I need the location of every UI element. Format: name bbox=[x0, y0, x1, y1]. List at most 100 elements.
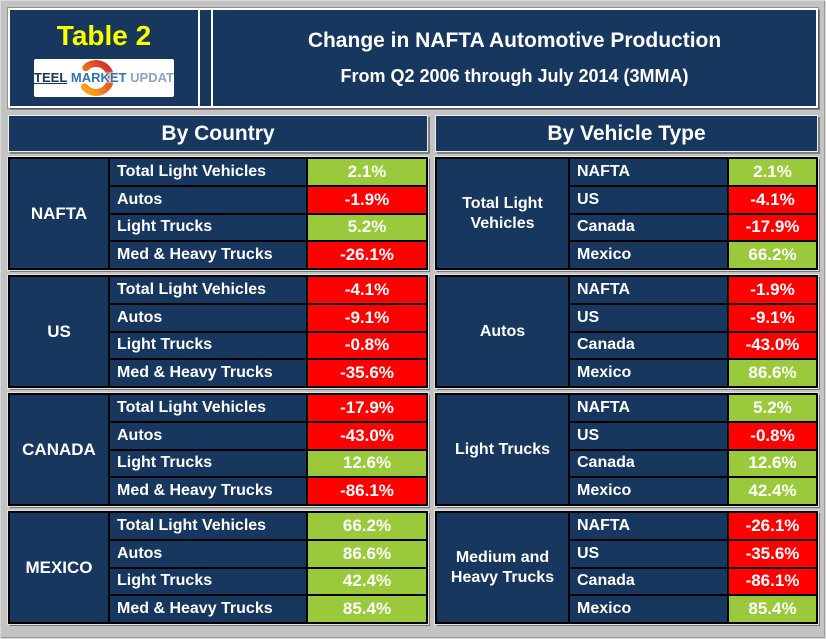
group-rows: NAFTA -26.1% US -35.6% Canada -86.1% Mex… bbox=[570, 513, 816, 622]
table-row: NAFTA -1.9% bbox=[570, 277, 816, 303]
title-box: Change in NAFTA Automotive Production Fr… bbox=[213, 10, 816, 106]
row-label: Light Trucks bbox=[117, 218, 213, 236]
row-label: Canada bbox=[577, 454, 635, 472]
table-row: Canada -17.9% bbox=[570, 212, 816, 241]
row-label: US bbox=[577, 308, 600, 326]
row-label: Canada bbox=[577, 336, 635, 354]
table-group: Total Light Vehicles NAFTA 2.1% US -4.1%… bbox=[434, 156, 819, 271]
table-row: Med & Heavy Trucks -35.6% bbox=[110, 358, 426, 386]
row-label: Autos bbox=[117, 426, 163, 444]
row-value-cell: 85.4% bbox=[727, 596, 816, 622]
row-value-cell: -43.0% bbox=[727, 332, 816, 359]
group-rows: NAFTA 5.2% US -0.8% Canada 12.6% Mexico … bbox=[570, 395, 816, 504]
table-label: Table 2 bbox=[56, 19, 152, 51]
table-row: Total Light Vehicles 2.1% bbox=[110, 159, 426, 185]
row-label: Total Light Vehicles bbox=[117, 162, 267, 180]
row-value-cell: -35.6% bbox=[727, 540, 816, 567]
steel-market-update-logo: STEEL MARKET UPDATE bbox=[34, 58, 174, 97]
header-divider bbox=[200, 10, 213, 106]
row-value-cell: -17.9% bbox=[727, 214, 816, 241]
row-value-cell: -86.1% bbox=[727, 568, 816, 595]
row-label: Mexico bbox=[577, 364, 632, 382]
logo-text: STEEL MARKET UPDATE bbox=[34, 70, 174, 85]
table-row: Autos -9.1% bbox=[110, 302, 426, 331]
row-value-cell: -86.1% bbox=[306, 478, 426, 504]
row-label: Canada bbox=[577, 572, 635, 590]
table-row: Total Light Vehicles -4.1% bbox=[110, 277, 426, 303]
group-label: Medium and Heavy Trucks bbox=[437, 513, 570, 622]
row-label: Total Light Vehicles bbox=[117, 516, 267, 534]
group-label: MEXICO bbox=[10, 513, 110, 622]
table-row: Light Trucks 12.6% bbox=[110, 448, 426, 477]
row-value-cell: -9.1% bbox=[727, 304, 816, 331]
row-value-cell: 42.4% bbox=[727, 478, 816, 504]
row-value-cell: 66.2% bbox=[727, 242, 816, 268]
row-value-cell: -4.1% bbox=[306, 277, 426, 303]
by-vehicle-type-groups: Total Light Vehicles NAFTA 2.1% US -4.1%… bbox=[434, 156, 819, 625]
table-row: Med & Heavy Trucks 85.4% bbox=[110, 594, 426, 622]
group-label: Autos bbox=[437, 277, 570, 386]
table-row: NAFTA 2.1% bbox=[570, 159, 816, 185]
row-value-cell: -26.1% bbox=[727, 513, 816, 539]
table-row: Autos -43.0% bbox=[110, 420, 426, 449]
row-label: Med & Heavy Trucks bbox=[117, 482, 273, 500]
logo-word-update: UPDATE bbox=[130, 70, 174, 85]
table-row: NAFTA -26.1% bbox=[570, 513, 816, 539]
row-label: NAFTA bbox=[577, 516, 631, 534]
table-row: Light Trucks 42.4% bbox=[110, 566, 426, 595]
row-label: Mexico bbox=[577, 600, 632, 618]
table-row: Med & Heavy Trucks -86.1% bbox=[110, 476, 426, 504]
row-label: Total Light Vehicles bbox=[117, 398, 267, 416]
row-label: Mexico bbox=[577, 246, 632, 264]
table-row: US -9.1% bbox=[570, 302, 816, 331]
row-label: Canada bbox=[577, 218, 635, 236]
table-row: NAFTA 5.2% bbox=[570, 395, 816, 421]
page-subtitle: From Q2 2006 through July 2014 (3MMA) bbox=[340, 66, 689, 86]
by-country-header: By Country bbox=[8, 115, 428, 152]
group-rows: Total Light Vehicles 66.2% Autos 86.6% L… bbox=[110, 513, 426, 622]
table-row: Med & Heavy Trucks -26.1% bbox=[110, 240, 426, 268]
row-value-cell: 66.2% bbox=[306, 513, 426, 539]
row-label: US bbox=[577, 544, 600, 562]
table-group: Light Trucks NAFTA 5.2% US -0.8% Canada … bbox=[434, 392, 819, 507]
row-label: Autos bbox=[117, 544, 163, 562]
page-title: Change in NAFTA Automotive Production bbox=[307, 29, 722, 52]
table-row: Autos 86.6% bbox=[110, 538, 426, 567]
table-row: Canada -43.0% bbox=[570, 330, 816, 359]
table-row: Light Trucks -0.8% bbox=[110, 330, 426, 359]
table-label-box: Table 2 STEEL MARKET UPDATE bbox=[10, 10, 200, 106]
row-value-cell: 86.6% bbox=[306, 540, 426, 567]
row-value-cell: -4.1% bbox=[727, 186, 816, 213]
group-rows: NAFTA -1.9% US -9.1% Canada -43.0% Mexic… bbox=[570, 277, 816, 386]
table-row: Total Light Vehicles 66.2% bbox=[110, 513, 426, 539]
group-label: Light Trucks bbox=[437, 395, 570, 504]
logo-swoosh-icon bbox=[78, 59, 114, 96]
table-row: Mexico 42.4% bbox=[570, 476, 816, 504]
by-country-section: By Country NAFTA Total Light Vehicles 2.… bbox=[7, 115, 429, 625]
table-row: Total Light Vehicles -17.9% bbox=[110, 395, 426, 421]
group-label: NAFTA bbox=[10, 159, 110, 268]
header: Table 2 STEEL MARKET UPDATE Change in NA… bbox=[8, 8, 818, 108]
group-rows: Total Light Vehicles -17.9% Autos -43.0%… bbox=[110, 395, 426, 504]
row-label: Autos bbox=[117, 190, 163, 208]
row-value-cell: 5.2% bbox=[306, 214, 426, 241]
table-group: CANADA Total Light Vehicles -17.9% Autos… bbox=[7, 392, 429, 507]
group-rows: NAFTA 2.1% US -4.1% Canada -17.9% Mexico… bbox=[570, 159, 816, 268]
table-row: Canada -86.1% bbox=[570, 566, 816, 595]
row-value-cell: -43.0% bbox=[306, 422, 426, 449]
logo-word-market: MARKET bbox=[70, 70, 127, 85]
row-value-cell: -9.1% bbox=[306, 304, 426, 331]
row-value-cell: 86.6% bbox=[727, 360, 816, 386]
row-label: US bbox=[577, 190, 600, 208]
table-row: US -0.8% bbox=[570, 420, 816, 449]
row-label: Med & Heavy Trucks bbox=[117, 364, 273, 382]
row-value-cell: -0.8% bbox=[727, 422, 816, 449]
table-row: Light Trucks 5.2% bbox=[110, 212, 426, 241]
table-row: Canada 12.6% bbox=[570, 448, 816, 477]
row-label: NAFTA bbox=[577, 280, 631, 298]
row-value-cell: -26.1% bbox=[306, 242, 426, 268]
by-country-groups: NAFTA Total Light Vehicles 2.1% Autos -1… bbox=[7, 156, 429, 625]
row-label: Med & Heavy Trucks bbox=[117, 246, 273, 264]
table-row: Mexico 66.2% bbox=[570, 240, 816, 268]
